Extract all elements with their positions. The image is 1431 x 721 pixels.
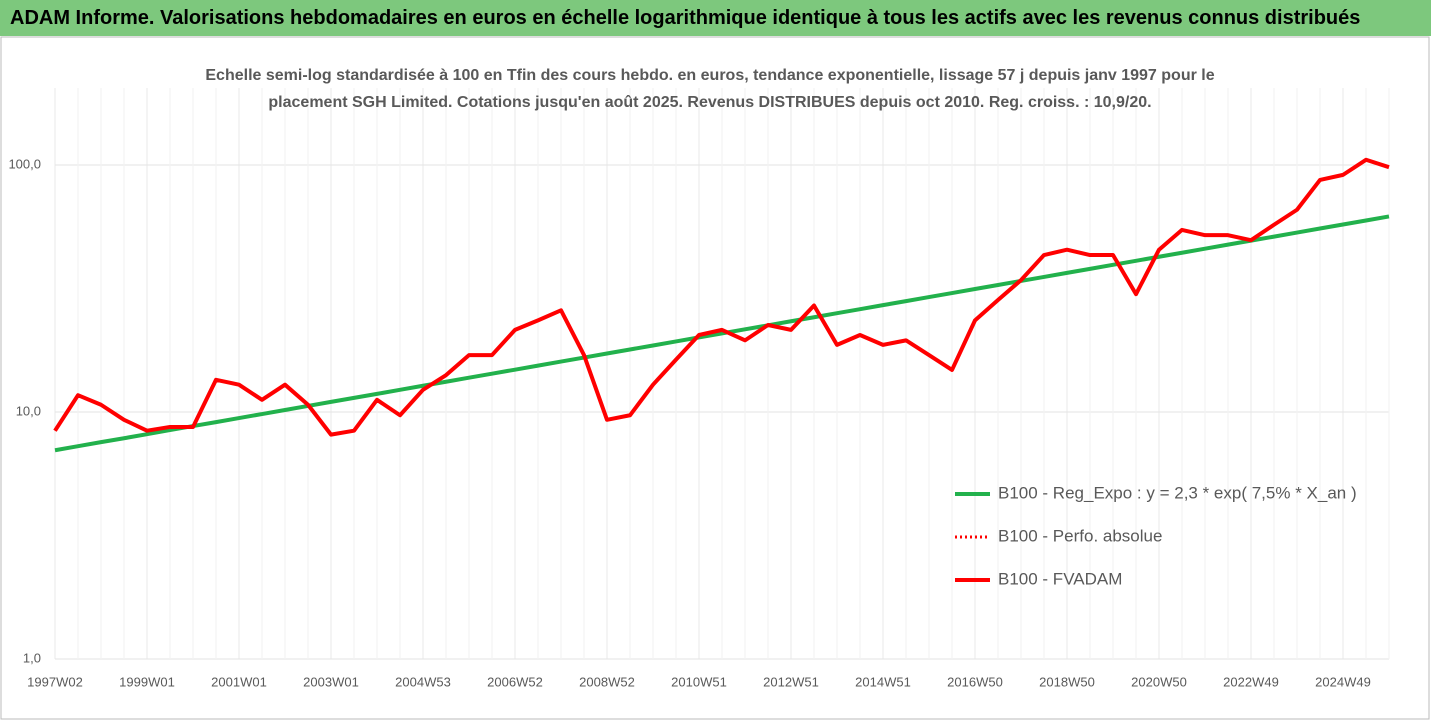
x-tick-label: 2024W49 bbox=[1315, 674, 1371, 689]
x-tick-label: 2016W50 bbox=[947, 674, 1003, 689]
x-tick-label: 2014W51 bbox=[855, 674, 911, 689]
x-tick-label: 1999W01 bbox=[119, 674, 175, 689]
legend-label: B100 - FVADAM bbox=[998, 569, 1122, 588]
chart-title: Echelle semi-log standardisée à 100 en T… bbox=[205, 67, 1215, 111]
banner-title: ADAM Informe. Valorisations hebdomadaire… bbox=[0, 0, 1431, 36]
x-tick-label: 2012W51 bbox=[763, 674, 819, 689]
legend-label: B100 - Perfo. absolue bbox=[998, 526, 1162, 545]
x-tick-label: 1997W02 bbox=[27, 674, 83, 689]
frame bbox=[0, 36, 1430, 720]
x-tick-label: 2020W50 bbox=[1131, 674, 1187, 689]
y-tick-label: 10,0 bbox=[16, 403, 41, 418]
x-tick-label: 2022W49 bbox=[1223, 674, 1279, 689]
x-tick-label: 2006W52 bbox=[487, 674, 543, 689]
x-tick-label: 2003W01 bbox=[303, 674, 359, 689]
series-line bbox=[53, 157, 1390, 437]
x-tick-label: 2018W50 bbox=[1039, 674, 1095, 689]
x-tick-label: 2004W53 bbox=[395, 674, 451, 689]
y-tick-label: 1,0 bbox=[23, 650, 41, 665]
series-line bbox=[54, 214, 1390, 453]
x-tick-label: 2008W52 bbox=[579, 674, 635, 689]
y-tick-label: 100,0 bbox=[8, 156, 41, 171]
x-tick-label: 2001W01 bbox=[211, 674, 267, 689]
x-tick-label: 2010W51 bbox=[671, 674, 727, 689]
legend-label: B100 - Reg_Expo : y = 2,3 * exp( 7,5% * … bbox=[998, 483, 1357, 502]
